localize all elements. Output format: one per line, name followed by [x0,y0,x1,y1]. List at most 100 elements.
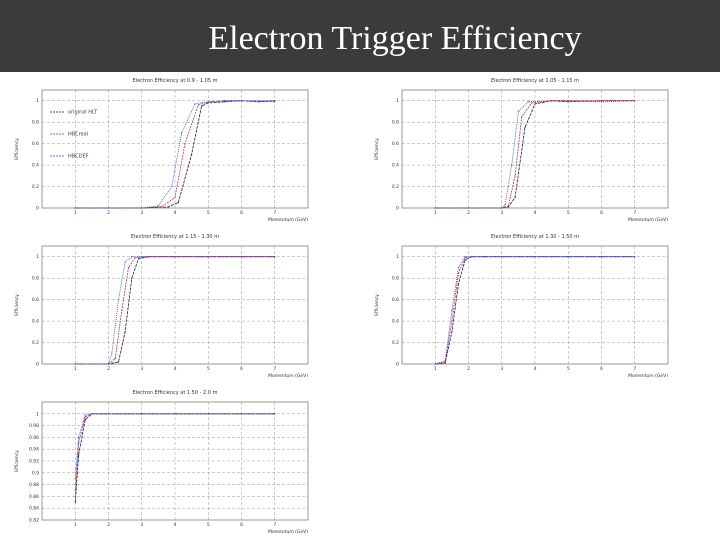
x-tick-label: 7 [273,210,276,216]
y-tick-label: 0.6 [32,141,39,147]
data-point [451,309,453,311]
y-tick-label: 0.8 [392,120,399,126]
y-tick-label: 0.8 [392,276,399,282]
data-point [131,256,133,258]
series-line [435,256,635,365]
data-point [74,478,76,480]
y-tick-label: 0.84 [29,506,39,512]
data-point [184,143,186,145]
chart-svg: Electron Efficiency at 1.50 - 2.0 m Effic… [14,390,309,535]
y-tick-label: 0.86 [29,494,39,500]
x-axis-label: Momentum (GeV) [268,217,308,223]
x-tick-label: 6 [240,522,243,528]
chart-svg: Electron Efficiency at 1.30 - 1.50 m Effi… [374,234,669,379]
data-point [471,256,473,258]
data-point [134,257,136,259]
data-point [117,361,120,363]
x-tick-label: 5 [567,366,570,372]
data-point [517,110,519,113]
chart-title: Electron Efficiency at 1.05 - 1.15 m [491,78,579,84]
data-point [464,259,466,261]
data-point [514,196,516,198]
data-point [121,309,123,311]
chart-svg: Electron Efficiency at 1.15 - 1.30 m Effi… [14,234,309,379]
data-point [74,207,76,209]
data-point [514,175,516,177]
data-point [274,100,276,102]
chart-title: Electron Efficiency at 1.50 - 2.0 m [133,390,218,396]
efficiency-chart-3: Electron Efficiency at 1.15 - 1.30 m Effi… [8,230,358,380]
x-tick-label: 2 [467,366,470,372]
y-axis-label: Efficiency [374,294,380,316]
y-tick-label: 0.2 [392,340,399,346]
x-tick-label: 3 [140,210,143,216]
data-point [511,164,513,166]
y-tick-label: 0 [36,362,39,368]
y-tick-label: 0 [396,206,399,212]
x-tick-label: 3 [500,366,503,372]
data-point [457,266,460,269]
y-tick-label: 0.94 [29,447,39,453]
data-point [101,413,103,415]
data-point [141,256,143,258]
data-point [534,256,536,258]
data-point [224,101,226,103]
data-point [240,256,243,258]
chart-title: Electron Efficiency at 1.15 - 1.30 m [131,234,219,240]
x-tick-label: 7 [273,366,276,372]
x-tick-label: 1 [74,366,77,372]
data-point [107,363,110,365]
data-point [464,256,466,258]
data-point [174,413,176,415]
y-tick-label: 0.4 [32,319,39,325]
y-tick-label: 1 [36,254,39,260]
data-point [77,454,80,456]
y-tick-label: 0.4 [32,163,39,169]
data-point [444,362,446,364]
data-point [507,205,509,207]
y-axis-label: Efficiency [14,138,20,160]
chart-title: Electron Efficiency at 0.9 - 1.05 m [133,78,218,84]
data-point [551,100,553,102]
data-point [451,331,453,333]
data-point [107,207,110,209]
data-point [191,153,193,155]
data-point [141,413,143,415]
y-tick-label: 0.92 [29,459,39,465]
x-tick-label: 6 [600,210,603,216]
data-point [111,352,113,354]
plot-frame [41,89,309,209]
series-line [75,256,275,365]
data-point [451,320,453,322]
x-tick-label: 6 [600,366,603,372]
x-tick-label: 3 [140,522,143,528]
data-point [181,132,183,134]
y-tick-label: 1 [36,411,39,417]
data-point [197,104,199,106]
data-point [224,100,226,102]
data-point [444,361,446,363]
data-point [77,436,80,438]
x-tick-label: 6 [240,210,243,216]
data-point [194,103,196,105]
x-tick-label: 3 [140,366,143,372]
x-tick-label: 5 [567,210,570,216]
data-point [567,101,569,103]
data-point [274,256,276,258]
data-point [137,258,140,260]
x-tick-label: 1 [434,210,437,216]
data-point [124,331,126,333]
data-point [127,266,130,269]
data-point [161,206,163,208]
x-tick-label: 5 [207,210,210,216]
chart-svg: Electron Efficiency at 1.05 - 1.15 m Effi… [374,78,669,223]
data-point [501,207,503,209]
x-axis-label: Momentum (GeV) [628,373,668,379]
y-tick-label: 0.6 [392,297,399,303]
x-tick-label: 2 [107,522,110,528]
data-point [600,100,603,102]
y-axis-label: Efficiency [14,450,20,472]
x-tick-label: 5 [207,366,210,372]
data-point [114,358,116,360]
efficiency-chart-5: Electron Efficiency at 1.50 - 2.0 m Effic… [8,386,358,536]
